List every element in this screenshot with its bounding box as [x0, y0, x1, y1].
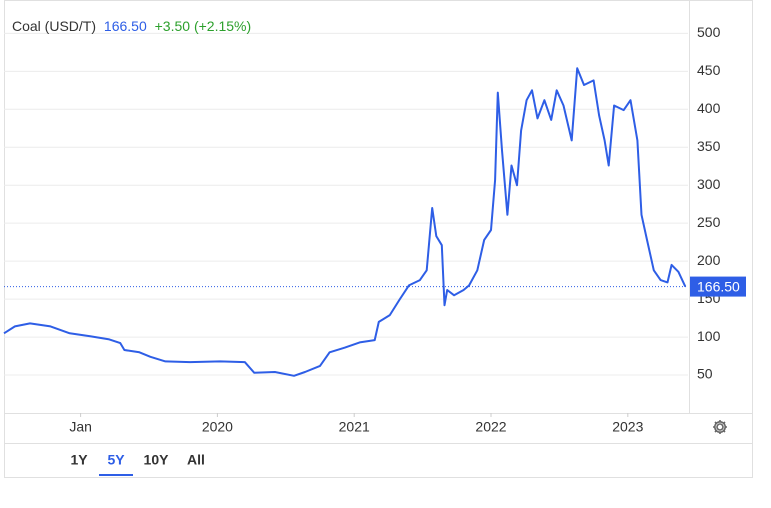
- x-tick-label: 2021: [339, 419, 370, 435]
- y-tick-label: 50: [697, 366, 713, 382]
- panel-border: [4, 0, 753, 478]
- change: +3.50 (+2.15%): [155, 18, 252, 34]
- settings-icon[interactable]: [713, 420, 727, 434]
- y-tick-label: 300: [697, 176, 721, 192]
- chart-title: Coal (USD/T): [12, 18, 96, 34]
- x-tick-label: 2020: [202, 419, 233, 435]
- y-tick-label: 500: [697, 24, 721, 40]
- y-tick-label: 250: [697, 214, 721, 230]
- x-tick-label: 2022: [475, 419, 506, 435]
- range-button[interactable]: All: [187, 452, 205, 468]
- y-tick-label: 450: [697, 62, 721, 78]
- y-tick-label: 100: [697, 328, 721, 344]
- last-value: 166.50: [104, 18, 147, 34]
- y-tick-label: 350: [697, 138, 721, 154]
- last-value-tag: [690, 276, 746, 297]
- y-tick-label: 200: [697, 252, 721, 268]
- y-tick-label: 400: [697, 100, 721, 116]
- range-button[interactable]: 10Y: [144, 452, 170, 468]
- price-line: [3, 67, 687, 377]
- range-button[interactable]: 1Y: [70, 452, 88, 468]
- range-button[interactable]: 5Y: [107, 452, 125, 468]
- x-tick-label: 2023: [612, 419, 643, 435]
- last-value-tag-label: 166.50: [697, 278, 740, 294]
- x-tick-label: Jan: [69, 419, 92, 435]
- header: Coal (USD/T) 166.50 +3.50 (+2.15%): [12, 18, 251, 34]
